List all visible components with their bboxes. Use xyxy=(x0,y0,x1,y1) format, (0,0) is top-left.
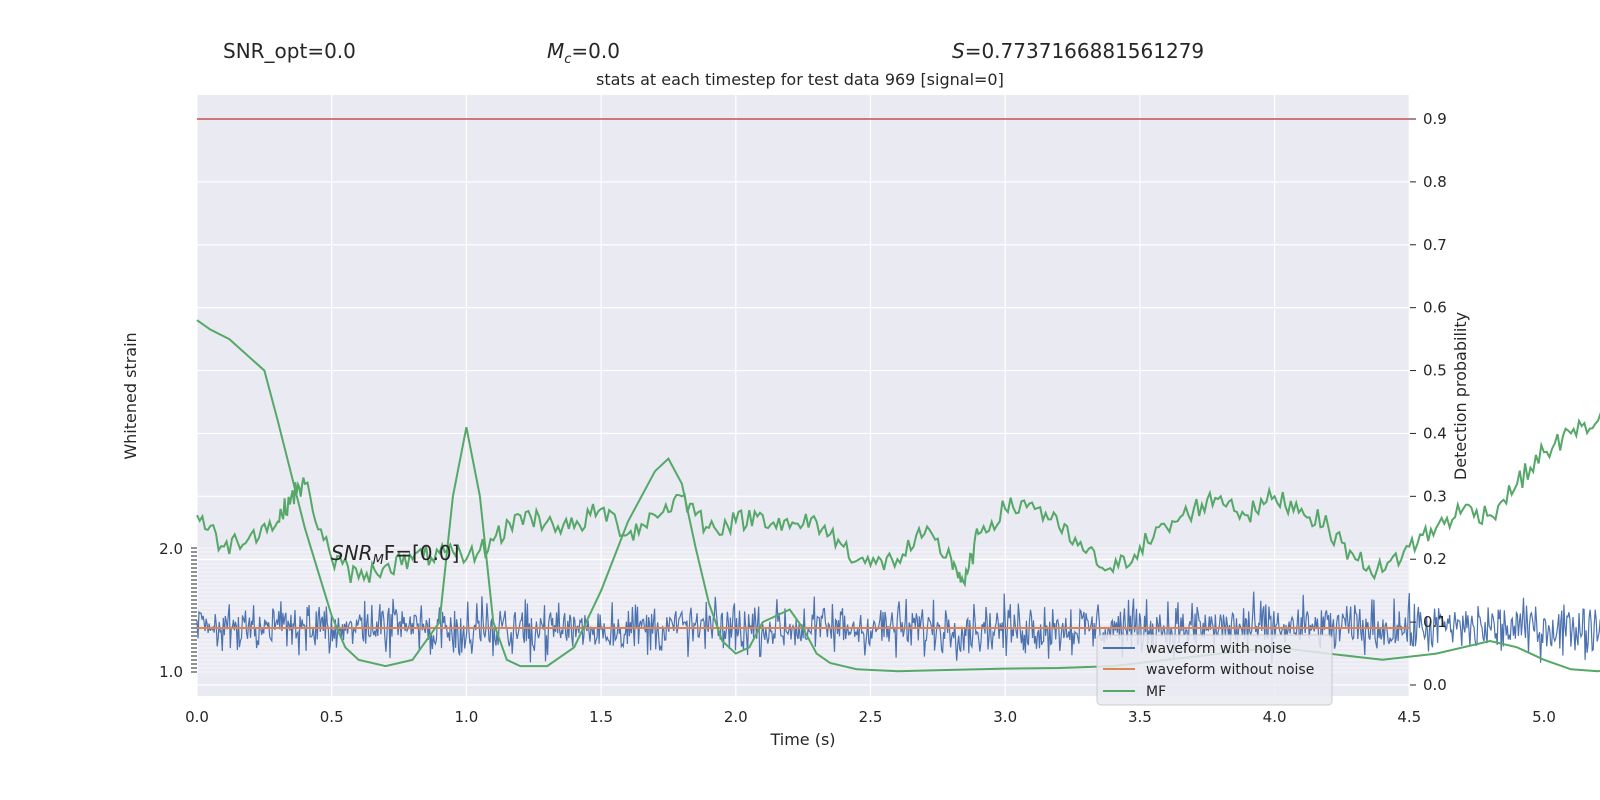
y-right-tick-label: 0.1 xyxy=(1423,613,1447,631)
y-right-tick-label: 0.7 xyxy=(1423,236,1447,254)
snr-mf-value: F=[0.0] xyxy=(384,541,460,565)
score-value: =0.7737166881561279 xyxy=(964,39,1205,63)
detection-probability-line xyxy=(196,412,1600,588)
y-right-axis-label: Detection probability xyxy=(1451,312,1470,480)
y-right-tick-label: 0.0 xyxy=(1423,676,1447,694)
y-right-tick-label: 0.9 xyxy=(1423,110,1447,128)
chirp-mass-symbol: M xyxy=(547,39,565,63)
x-axis-ticks: 0.00.51.01.52.02.53.03.54.04.55.05.56.06… xyxy=(185,708,1556,726)
x-axis-label: Time (s) xyxy=(769,730,835,749)
y-right-tick-label: 0.5 xyxy=(1423,362,1447,380)
snr-opt-label: SNR_opt=0.0 xyxy=(223,39,356,63)
chirp-mass-value: =0.0 xyxy=(571,39,620,63)
y-left-bottom-label: 1.0 xyxy=(159,663,183,681)
x-tick-label: 4.5 xyxy=(1397,708,1421,726)
snr-mf-label: SNRMF=[0.0] xyxy=(331,541,459,568)
x-tick-label: 0.0 xyxy=(185,708,209,726)
y-right-tick-label: 0.6 xyxy=(1423,299,1447,317)
x-tick-label: 3.0 xyxy=(993,708,1017,726)
chart-subtitle: stats at each timestep for test data 969… xyxy=(596,70,1004,89)
chirp-mass-subscript: c xyxy=(564,52,572,67)
legend-noise-label: waveform with noise xyxy=(1146,641,1291,657)
chirp-mass-label: Mc=0.0 xyxy=(547,39,620,67)
legend: waveform with noise waveform without noi… xyxy=(1096,634,1333,706)
snr-mf-symbol: SNR xyxy=(331,541,373,565)
score-label: S=0.7737166881561279 xyxy=(952,39,1204,63)
y-right-axis-ticks: 0.0 0.1 0.2 0.3 0.4 0.5 0.6 0.7 0.8 0.9 xyxy=(1410,110,1447,694)
y-right-tick-label: 0.3 xyxy=(1423,487,1447,505)
legend-clean-label: waveform without noise xyxy=(1146,662,1314,678)
y-left-top-label: 2.0 xyxy=(159,540,183,558)
y-left-axis-ticks: 2.0 1.0 xyxy=(159,540,197,681)
plot-background xyxy=(197,95,1410,696)
x-tick-label: 0.5 xyxy=(320,708,344,726)
y-right-tick-label: 0.8 xyxy=(1423,173,1447,191)
x-tick-label: 2.0 xyxy=(724,708,748,726)
x-tick-label: 1.5 xyxy=(589,708,613,726)
mf-line xyxy=(196,319,1600,673)
x-tick-label: 2.5 xyxy=(859,708,883,726)
x-tick-label: 4.0 xyxy=(1263,708,1287,726)
score-symbol: S xyxy=(952,39,965,63)
x-tick-label: 5.0 xyxy=(1532,708,1556,726)
legend-box xyxy=(1096,634,1333,706)
legend-mf-label: MF xyxy=(1146,684,1166,700)
x-tick-label: 1.0 xyxy=(454,708,478,726)
waveform-with-noise-line xyxy=(196,591,1600,664)
snr-mf-subscript: M xyxy=(373,553,384,568)
x-tick-label: 3.5 xyxy=(1128,708,1152,726)
y-right-tick-label: 0.2 xyxy=(1423,550,1447,568)
y-right-tick-label: 0.4 xyxy=(1423,424,1447,442)
y-left-axis-label: Whitened strain xyxy=(121,332,140,459)
